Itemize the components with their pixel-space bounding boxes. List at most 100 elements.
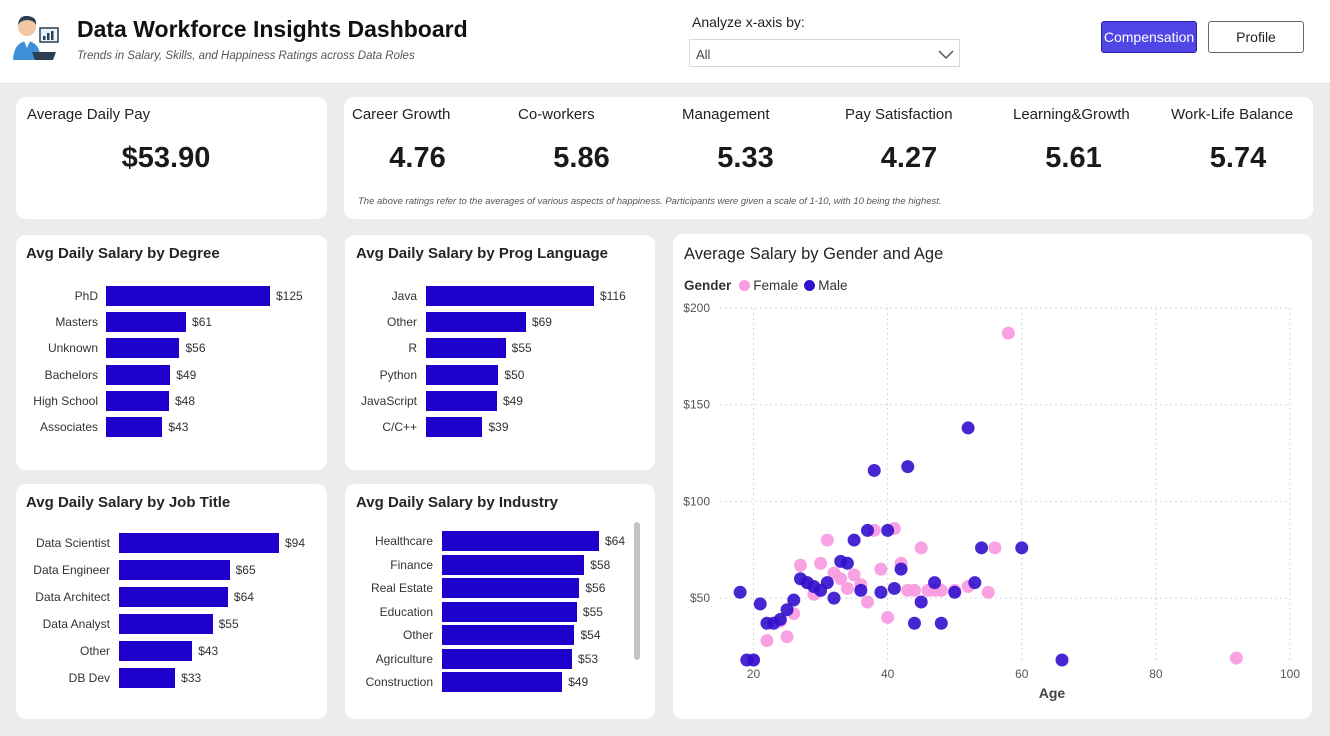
- bar-row[interactable]: JavaScript $49: [345, 390, 655, 411]
- scatter-point-female[interactable]: [760, 634, 774, 648]
- scatter-point-male[interactable]: [773, 612, 787, 626]
- scatter-point-male[interactable]: [874, 585, 888, 599]
- bar-row[interactable]: Other $43: [16, 641, 327, 661]
- scatter-point-female[interactable]: [847, 568, 861, 582]
- bar-row[interactable]: Education $55: [345, 601, 655, 622]
- scatter-point-male[interactable]: [907, 616, 921, 630]
- bar-row[interactable]: Construction $49: [345, 672, 655, 692]
- bar[interactable]: [426, 364, 499, 385]
- bar[interactable]: [426, 312, 526, 333]
- bar-row[interactable]: Data Engineer $65: [16, 560, 327, 580]
- bar-row[interactable]: Unknown $56: [16, 338, 327, 359]
- scatter-point-male[interactable]: [867, 463, 881, 477]
- bar-row[interactable]: C/C++ $39: [345, 417, 655, 437]
- scatter-point-male[interactable]: [854, 583, 868, 597]
- bar[interactable]: [442, 672, 563, 692]
- bar[interactable]: [442, 578, 580, 598]
- chart-scrollbar[interactable]: [634, 522, 640, 660]
- scatter-point-female[interactable]: [820, 533, 834, 547]
- bar-row[interactable]: Agriculture $53: [345, 648, 655, 669]
- scatter-point-male[interactable]: [820, 576, 834, 590]
- bar[interactable]: [426, 390, 497, 411]
- scatter-point-female[interactable]: [1001, 326, 1015, 340]
- scatter-point-female[interactable]: [780, 630, 794, 644]
- bar-row[interactable]: PhD $125: [16, 286, 327, 306]
- scatter-point-male[interactable]: [1055, 653, 1069, 667]
- scatter-point-male[interactable]: [787, 593, 801, 607]
- scatter-point-female[interactable]: [874, 562, 888, 576]
- bar-row[interactable]: Data Scientist $94: [16, 533, 327, 553]
- scatter-point-male[interactable]: [827, 591, 841, 605]
- bar[interactable]: [442, 648, 573, 669]
- scatter-point-female[interactable]: [834, 572, 848, 586]
- bar-row[interactable]: Bachelors $49: [16, 364, 327, 385]
- bar[interactable]: [106, 390, 169, 411]
- bar[interactable]: [442, 601, 577, 622]
- scatter-point-male[interactable]: [840, 556, 854, 570]
- compensation-button[interactable]: Compensation: [1101, 21, 1197, 53]
- scatter-point-male[interactable]: [847, 533, 861, 547]
- scatter-point-female[interactable]: [840, 581, 854, 595]
- scatter-point-female[interactable]: [914, 541, 928, 555]
- scatter-point-female[interactable]: [814, 556, 828, 570]
- axis-filter-dropdown[interactable]: All: [689, 39, 960, 67]
- scatter-point-male[interactable]: [934, 616, 948, 630]
- scatter-point-female[interactable]: [793, 558, 807, 572]
- scatter-point-female[interactable]: [881, 610, 895, 624]
- bar[interactable]: [106, 417, 163, 437]
- bar[interactable]: [119, 587, 228, 607]
- bar-row[interactable]: Other $69: [345, 312, 655, 333]
- scatter-point-female[interactable]: [861, 595, 875, 609]
- scatter-point-male[interactable]: [901, 460, 915, 474]
- scatter-point-female[interactable]: [1229, 651, 1243, 665]
- bar-row[interactable]: Java $116: [345, 286, 655, 306]
- scatter-point-male[interactable]: [914, 595, 928, 609]
- scatter-point-male[interactable]: [733, 585, 747, 599]
- bar[interactable]: [442, 531, 599, 551]
- bar-row[interactable]: Finance $58: [345, 554, 655, 575]
- scatter-point-male[interactable]: [747, 653, 761, 667]
- bar[interactable]: [119, 668, 176, 688]
- bar[interactable]: [119, 560, 230, 580]
- bar-row[interactable]: Data Architect $64: [16, 587, 327, 607]
- bar-row[interactable]: Masters $61: [16, 312, 327, 333]
- scatter-point-female[interactable]: [907, 583, 921, 597]
- scatter-point-male[interactable]: [928, 576, 942, 590]
- scatter-point-male[interactable]: [881, 523, 895, 537]
- scatter-point-male[interactable]: [861, 523, 875, 537]
- legend-item-female[interactable]: Female: [737, 278, 798, 293]
- scatter-point-female[interactable]: [981, 585, 995, 599]
- bar[interactable]: [106, 286, 270, 306]
- bar-row[interactable]: High School $48: [16, 390, 327, 411]
- scatter-point-male[interactable]: [780, 603, 794, 617]
- scatter-point-female[interactable]: [988, 541, 1002, 555]
- bar-row[interactable]: Other $54: [345, 625, 655, 645]
- bar[interactable]: [119, 641, 193, 661]
- scatter-point-male[interactable]: [961, 421, 975, 435]
- bar[interactable]: [106, 364, 171, 385]
- bar-row[interactable]: Healthcare $64: [345, 531, 655, 551]
- bar[interactable]: [442, 554, 585, 575]
- bar[interactable]: [426, 286, 594, 306]
- bar[interactable]: [426, 338, 506, 359]
- bar-row[interactable]: R $55: [345, 338, 655, 359]
- bar-row[interactable]: Real Estate $56: [345, 578, 655, 598]
- scatter-point-male[interactable]: [887, 581, 901, 595]
- bar[interactable]: [119, 533, 279, 553]
- bar[interactable]: [119, 614, 213, 634]
- bar[interactable]: [426, 417, 483, 437]
- bar-row[interactable]: Python $50: [345, 364, 655, 385]
- scatter-point-male[interactable]: [975, 541, 989, 555]
- scatter-point-male[interactable]: [968, 576, 982, 590]
- scatter-point-male[interactable]: [894, 562, 908, 576]
- legend-item-male[interactable]: Male: [802, 278, 848, 293]
- scatter-point-male[interactable]: [948, 585, 962, 599]
- bar-row[interactable]: DB Dev $33: [16, 668, 327, 688]
- profile-button[interactable]: Profile: [1208, 21, 1304, 53]
- bar[interactable]: [106, 312, 187, 333]
- bar-row[interactable]: Associates $43: [16, 417, 327, 437]
- bar[interactable]: [106, 338, 180, 359]
- bar[interactable]: [442, 625, 575, 645]
- bar-row[interactable]: Data Analyst $55: [16, 614, 327, 634]
- scatter-point-male[interactable]: [1015, 541, 1029, 555]
